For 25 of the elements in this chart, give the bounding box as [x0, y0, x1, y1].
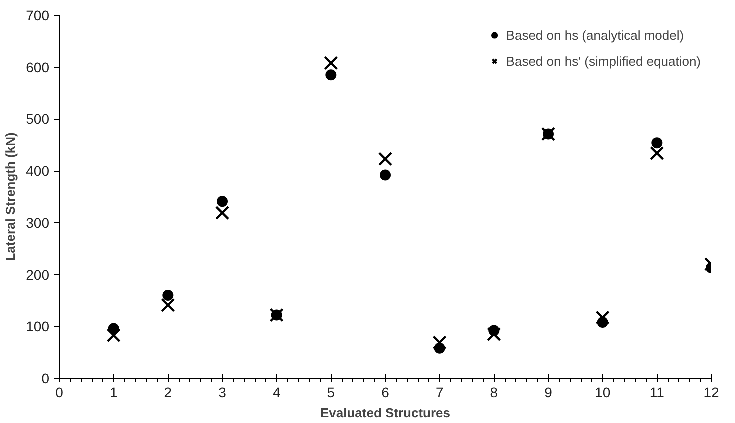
y-tick-label: 300: [26, 214, 50, 231]
legend-label: Based on hs (analytical model): [506, 28, 684, 42]
y-tick-label: 100: [26, 318, 50, 335]
y-tick-label: 400: [26, 163, 50, 180]
x-tick-label: 0: [56, 384, 64, 400]
x-tick-label: 6: [382, 384, 390, 400]
x-tick-label: 7: [436, 384, 444, 400]
x-tick-label: 10: [595, 384, 611, 400]
legend-label: Based on hs' (simplified equation): [506, 54, 701, 68]
y-tick-label: 700: [26, 8, 50, 24]
y-axis-title: Lateral Strength (kN): [3, 132, 18, 262]
y-tick-label: 0: [42, 370, 50, 386]
x-tick-label: 2: [164, 384, 172, 400]
x-tick-label: 4: [272, 384, 281, 400]
x-tick-label: 1: [110, 384, 118, 400]
x-axis-title: Evaluated Structures: [320, 406, 451, 420]
y-tick-label: 600: [26, 59, 50, 76]
x-tick-label: 9: [544, 384, 553, 400]
x-tick-label: 3: [218, 384, 227, 400]
x-tick-label: 8: [490, 384, 498, 400]
y-tick-label: 200: [26, 266, 50, 283]
x-tick-label: 12: [704, 384, 720, 400]
y-tick-label: 500: [26, 111, 50, 128]
x-tick-label: 5: [327, 384, 336, 400]
x-tick-label: 11: [650, 384, 665, 400]
